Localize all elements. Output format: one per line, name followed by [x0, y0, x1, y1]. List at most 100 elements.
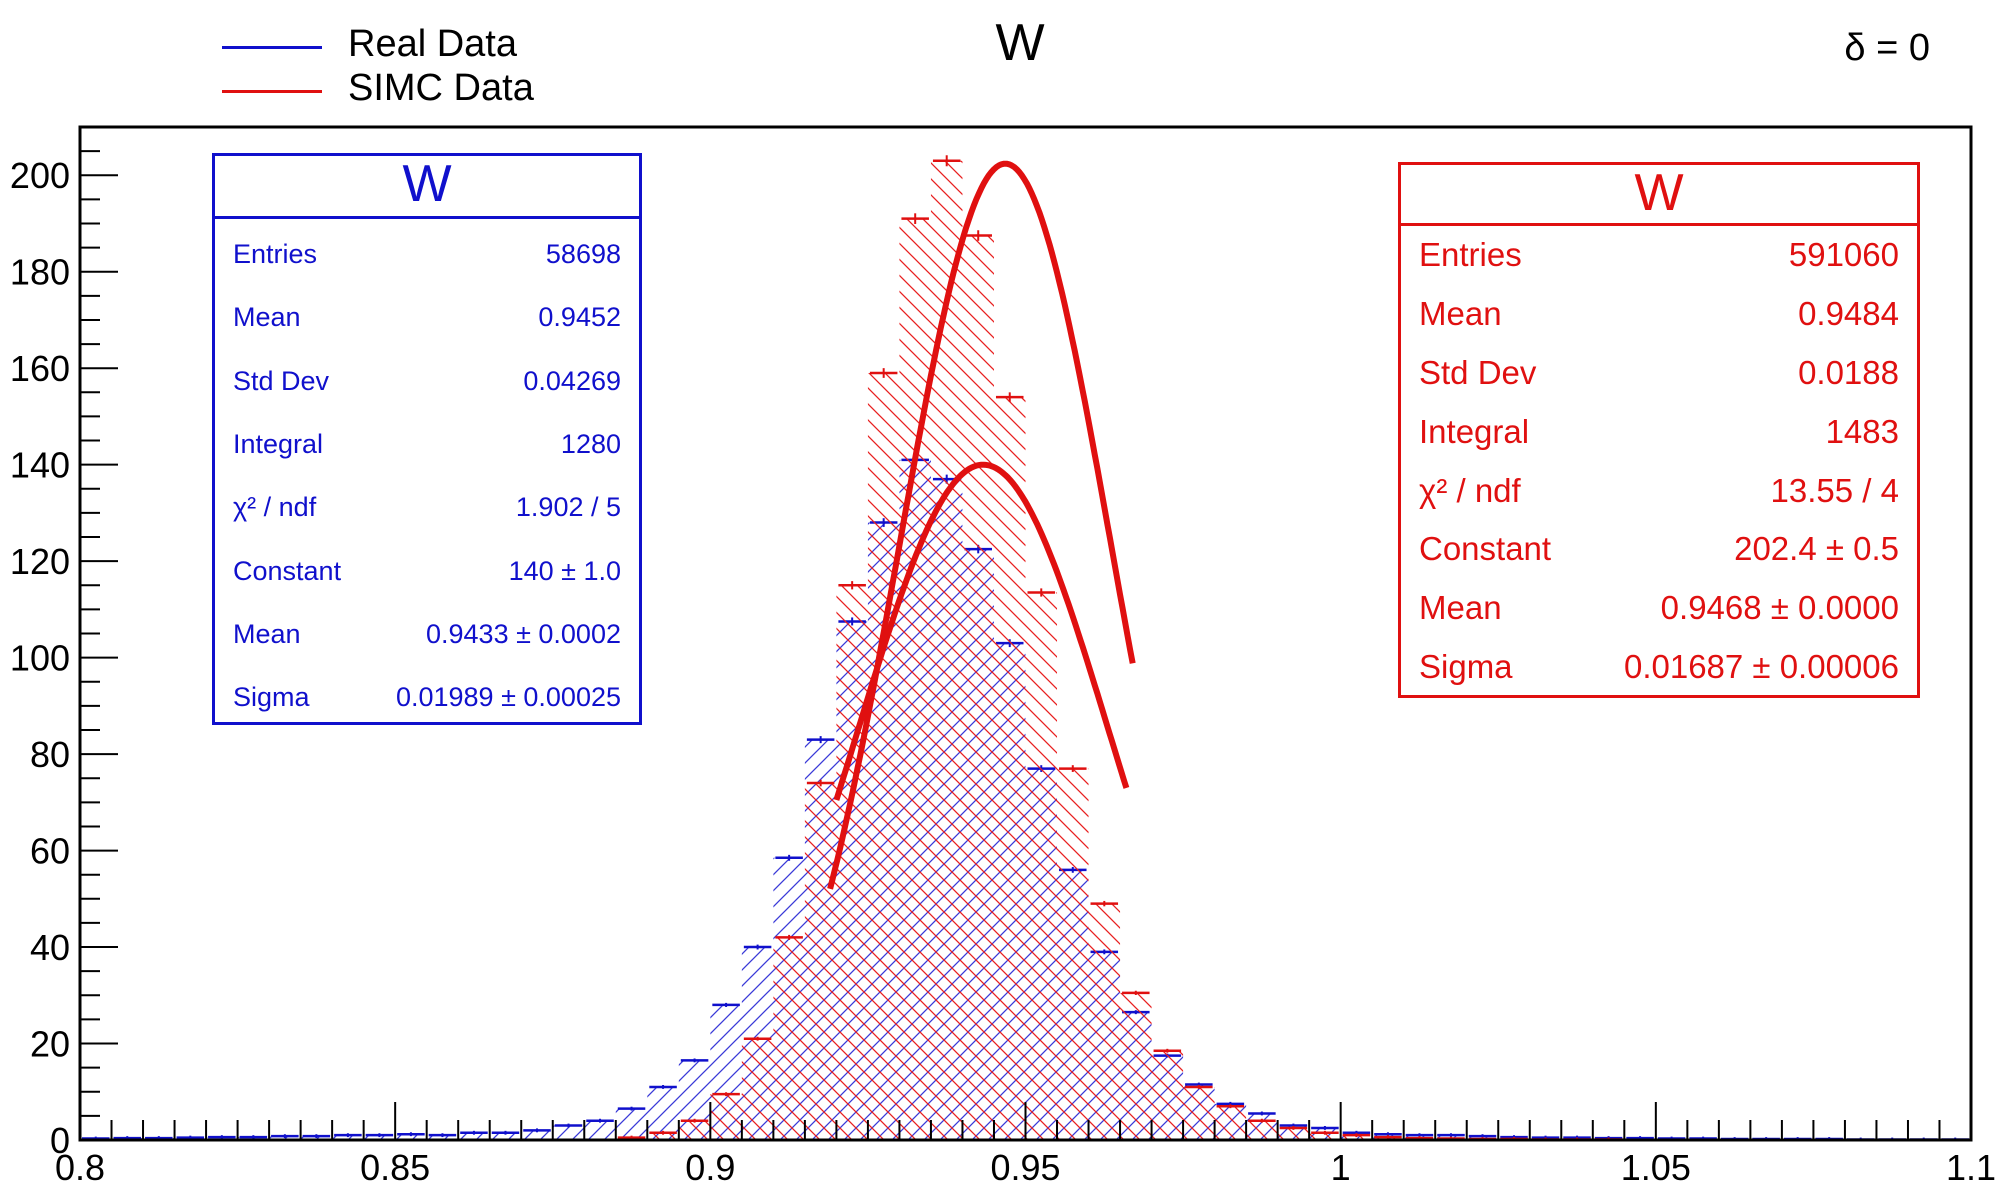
stat-value: 13.55 / 4: [1770, 471, 1899, 509]
x-tick-label: 1: [1331, 1147, 1351, 1187]
legend: Real Data SIMC Data: [218, 22, 578, 110]
hist-bin: [743, 944, 772, 950]
stat-value: 58698: [545, 239, 621, 270]
stats-box-title: W: [215, 156, 639, 219]
stat-row: Entries 58698: [233, 223, 621, 286]
stat-row: χ² / ndf 13.55 / 4: [1419, 461, 1899, 520]
stat-value: 0.01687 ± 0.00006: [1623, 647, 1899, 685]
stat-label: Sigma: [233, 682, 310, 713]
stat-label: Entries: [233, 239, 318, 270]
stat-row: χ² / ndf 1.902 / 5: [233, 476, 621, 539]
stat-value: 140 ± 1.0: [508, 555, 621, 586]
stats-rows: Entries 58698 Mean 0.9452 Std Dev 0.04269 Inte…: [215, 219, 639, 729]
hist-bin: [775, 934, 803, 940]
stat-value: 0.9484: [1798, 295, 1899, 333]
stat-label: Integral: [1419, 412, 1530, 450]
hist-bin: [806, 736, 835, 744]
y-tick-label: 80: [30, 734, 70, 775]
legend-label-simc: SIMC Data: [348, 67, 534, 109]
hist-bin: [901, 213, 929, 224]
stat-label: Mean: [1419, 589, 1502, 627]
hist-bin: [586, 1118, 614, 1123]
hist-bin: [1311, 1126, 1339, 1130]
x-tick-label: 1.1: [1946, 1147, 1996, 1187]
hist-bin: [1248, 1111, 1276, 1116]
hist-bin: [1027, 588, 1056, 597]
hist-bin: [712, 1092, 740, 1097]
stat-row: Entries 591060: [1419, 226, 1899, 285]
hist-bin: [239, 1135, 268, 1140]
stat-label: Constant: [1419, 530, 1552, 568]
hist-bin: [1059, 765, 1087, 772]
y-tick-label: 40: [30, 927, 70, 968]
legend-label-real: Real Data: [348, 23, 517, 65]
stat-label: Constant: [233, 555, 342, 586]
stat-label: Mean: [1419, 295, 1502, 333]
hist-bin: [680, 1058, 709, 1063]
chart-title: W: [995, 14, 1045, 72]
stat-row: Integral 1483: [1419, 402, 1899, 461]
stat-row: Integral 1280: [233, 413, 621, 476]
y-tick-label: 200: [10, 155, 70, 196]
hist-bin: [1437, 1133, 1465, 1138]
hist-bin: [712, 1002, 740, 1007]
stat-value: 591060: [1788, 236, 1899, 274]
stat-value: 0.9468 ± 0.0000: [1660, 589, 1899, 627]
stat-value: 0.9433 ± 0.0002: [426, 618, 621, 649]
stat-label: χ² / ndf: [233, 492, 317, 523]
hist-bin: [397, 1132, 425, 1137]
hist-bin: [334, 1133, 362, 1138]
stat-label: Std Dev: [233, 365, 330, 396]
stat-row: Constant 140 ± 1.0: [233, 539, 621, 602]
stats-box-real: W Entries 58698 Mean 0.9452 Std Dev 0.04269 In…: [212, 153, 642, 725]
stat-label: Sigma: [1419, 647, 1513, 685]
hist-bin: [1374, 1135, 1402, 1140]
stat-value: 0.0188: [1798, 353, 1899, 391]
hist-bin: [649, 1085, 677, 1089]
stats-box-title: W: [1401, 165, 1917, 226]
hist-bin: [208, 1135, 236, 1140]
y-tick-label: 140: [10, 445, 70, 486]
stat-value: 1280: [560, 429, 621, 460]
stat-row: Mean 0.9484: [1419, 285, 1899, 344]
x-tick-label: 1.05: [1621, 1147, 1691, 1187]
y-tick-label: 180: [10, 252, 70, 293]
stat-value: 0.04269: [523, 365, 621, 396]
x-tick-label: 0.85: [360, 1147, 430, 1187]
hist-bin: [1153, 1048, 1182, 1053]
y-tick-label: 20: [30, 1024, 70, 1065]
stat-label: Mean: [233, 302, 301, 333]
hist-bin: [838, 581, 866, 590]
hist-bin: [365, 1133, 394, 1138]
hist-bin: [1311, 1130, 1339, 1135]
y-tick-label: 120: [10, 541, 70, 582]
hist-bin: [1342, 1133, 1371, 1138]
delta-label: δ = 0: [1844, 27, 1930, 69]
x-tick-label: 0.9: [685, 1147, 735, 1187]
legend-entry-simc: SIMC Data: [218, 66, 578, 110]
hist-bin: [649, 1130, 677, 1135]
y-tick-label: 0: [50, 1120, 70, 1161]
y-tick-label: 100: [10, 638, 70, 679]
stat-row: Mean 0.9433 ± 0.0002: [233, 603, 621, 666]
hist-bin: [964, 230, 992, 241]
hist-bin: [806, 779, 835, 787]
stat-label: Integral: [233, 429, 324, 460]
hist-bin: [617, 1106, 646, 1111]
hist-bin: [743, 1036, 772, 1041]
stat-row: Constant 202.4 ± 0.5: [1419, 520, 1899, 579]
hist-bin: [1122, 990, 1150, 996]
hist-bin: [1248, 1118, 1276, 1123]
stat-row: Mean 0.9468 ± 0.0000: [1419, 579, 1899, 638]
hist-bin: [302, 1134, 331, 1139]
hist-bin: [271, 1134, 299, 1139]
stat-row: Std Dev 0.0188: [1419, 344, 1899, 403]
stat-label: Mean: [233, 618, 301, 649]
hist-bin: [932, 155, 961, 167]
y-tick-label: 60: [30, 831, 70, 872]
hist-bin: [428, 1133, 457, 1138]
legend-line-simc: [222, 90, 322, 93]
hist-bin: [554, 1123, 583, 1128]
x-tick-label: 0.95: [990, 1147, 1060, 1187]
